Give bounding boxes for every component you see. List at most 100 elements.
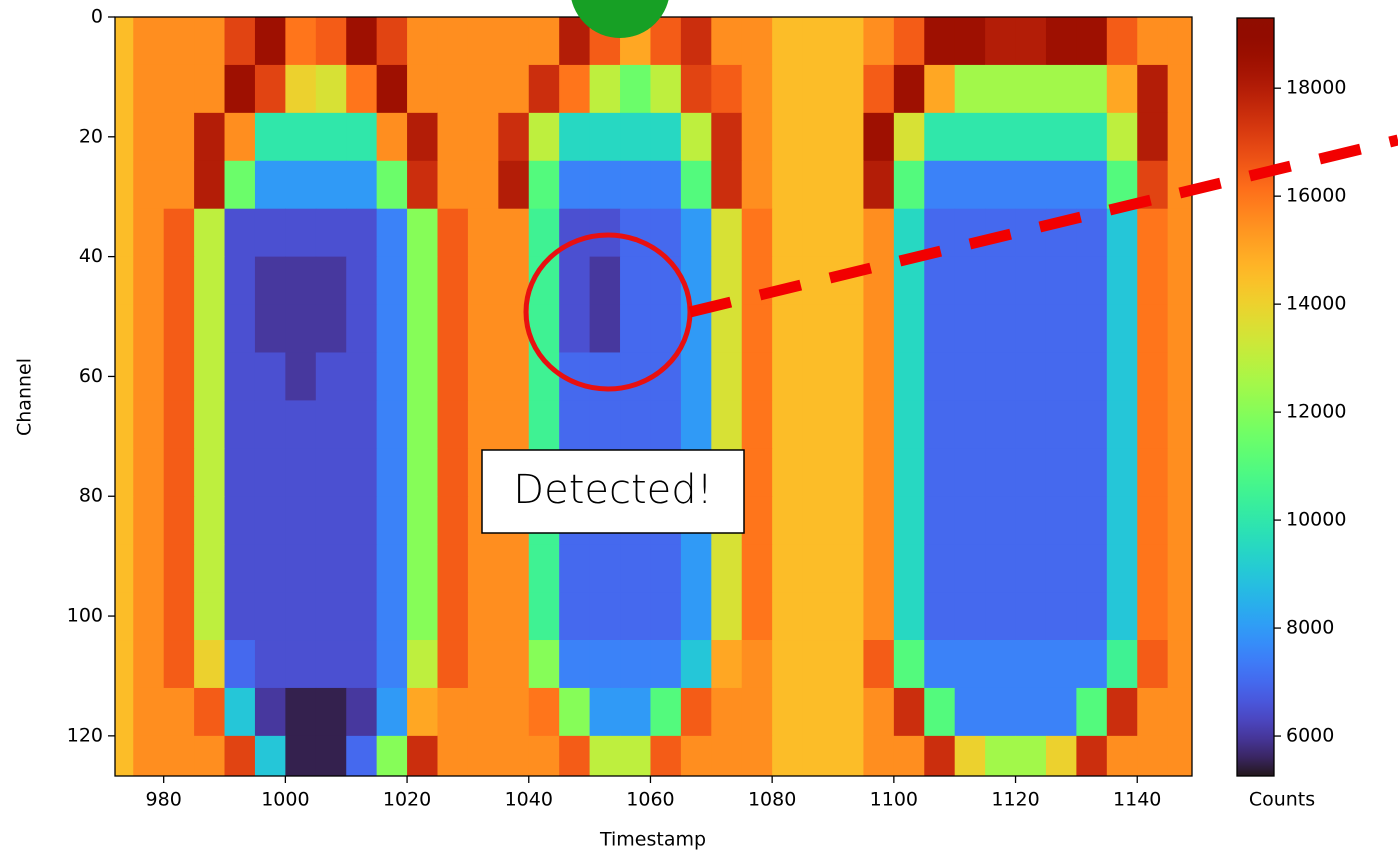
heatmap-cell	[894, 736, 925, 784]
heatmap-cell	[650, 65, 681, 113]
heatmap-cell	[833, 448, 864, 496]
y-tick-label: 80	[79, 485, 103, 507]
heatmap-cell	[955, 496, 986, 544]
heatmap-cell	[316, 688, 347, 736]
heatmap-cell	[164, 65, 195, 113]
heatmap-cell	[194, 257, 225, 305]
heatmap-cell	[772, 113, 803, 161]
heatmap-cell	[1046, 640, 1077, 688]
heatmap-cell	[407, 448, 438, 496]
heatmap-cell	[225, 640, 256, 688]
heatmap-cell	[377, 305, 408, 353]
heatmap-cell	[164, 352, 195, 400]
heatmap-cell	[772, 161, 803, 209]
heatmap-cell	[1107, 592, 1138, 640]
heatmap-cell	[650, 113, 681, 161]
heatmap-cell	[377, 65, 408, 113]
heatmap-cell	[772, 640, 803, 688]
heatmap-cell	[590, 400, 621, 448]
x-tick-label: 1040	[505, 789, 553, 811]
heatmap-cell	[468, 161, 499, 209]
heatmap-cell	[377, 209, 408, 257]
heatmap-cell	[742, 209, 773, 257]
heatmap-cell	[1137, 17, 1168, 65]
heatmap-cell	[620, 640, 651, 688]
heatmap-cell	[255, 65, 286, 113]
heatmap-cell	[194, 544, 225, 592]
heatmap-cell	[103, 736, 134, 784]
heatmap-cell	[985, 400, 1016, 448]
heatmap-cell	[1046, 736, 1077, 784]
heatmap-cell	[255, 305, 286, 353]
heatmap-cell	[772, 496, 803, 544]
heatmap-cell	[498, 400, 529, 448]
heatmap-cell	[194, 400, 225, 448]
heatmap-cell	[894, 448, 925, 496]
heatmap-cell	[316, 305, 347, 353]
heatmap-cell	[1168, 640, 1199, 688]
heatmap-cell	[164, 400, 195, 448]
heatmap-cell	[529, 161, 560, 209]
heatmap-cell	[468, 400, 499, 448]
y-tick-label: 20	[79, 125, 103, 147]
colorbar-tick-label: 18000	[1286, 77, 1346, 99]
heatmap-cell	[225, 592, 256, 640]
heatmap-cell	[164, 113, 195, 161]
heatmap-cell	[772, 736, 803, 784]
heatmap-cell	[894, 496, 925, 544]
heatmap-cell	[225, 161, 256, 209]
heatmap-cell	[103, 209, 134, 257]
heatmap-cell	[194, 65, 225, 113]
heatmap-cell	[316, 592, 347, 640]
heatmap-cell	[1076, 17, 1107, 65]
heatmap-cell	[316, 209, 347, 257]
heatmap-cell	[924, 496, 955, 544]
heatmap-cell	[498, 161, 529, 209]
heatmap-cell	[285, 113, 316, 161]
heatmap-cell	[620, 209, 651, 257]
heatmap-cell	[1076, 544, 1107, 592]
heatmap-cell	[346, 305, 377, 353]
heatmap-cell	[468, 544, 499, 592]
heatmap-cell	[742, 113, 773, 161]
colorbar-tick-label: 14000	[1286, 293, 1346, 315]
heatmap-cell	[742, 592, 773, 640]
heatmap-cell	[620, 305, 651, 353]
heatmap-cell	[316, 400, 347, 448]
heatmap-cell	[437, 257, 468, 305]
heatmap-cell	[803, 640, 834, 688]
heatmap-cell	[590, 736, 621, 784]
heatmap-cell	[955, 209, 986, 257]
heatmap-cell	[133, 161, 164, 209]
heatmap-cell	[133, 544, 164, 592]
heatmap-cell	[285, 17, 316, 65]
heatmap-cell	[772, 352, 803, 400]
heatmap-cell	[742, 352, 773, 400]
heatmap-cell	[894, 113, 925, 161]
heatmap-cell	[498, 688, 529, 736]
heatmap-cell	[1168, 592, 1199, 640]
heatmap-cell	[590, 688, 621, 736]
heatmap-cell	[1107, 688, 1138, 736]
heatmap-cell	[711, 352, 742, 400]
heatmap-cell	[1076, 592, 1107, 640]
heatmap-cell	[1016, 161, 1047, 209]
heatmap-cell	[650, 257, 681, 305]
heatmap-cell	[316, 65, 347, 113]
heatmap-cell	[164, 257, 195, 305]
y-tick-label: 60	[79, 365, 103, 387]
heatmap-cell	[133, 688, 164, 736]
heatmap-cell	[985, 448, 1016, 496]
heatmap-cell	[863, 161, 894, 209]
heatmap-cell	[863, 17, 894, 65]
heatmap-cell	[559, 65, 590, 113]
heatmap-cell	[407, 17, 438, 65]
heatmap-cell	[681, 640, 712, 688]
heatmap-cell	[225, 305, 256, 353]
x-tick-label: 1100	[870, 789, 918, 811]
heatmap-cell	[1168, 257, 1199, 305]
heatmap-cell	[985, 257, 1016, 305]
heatmap-cell	[1076, 65, 1107, 113]
heatmap-cell	[346, 640, 377, 688]
heatmap-cell	[1016, 17, 1047, 65]
